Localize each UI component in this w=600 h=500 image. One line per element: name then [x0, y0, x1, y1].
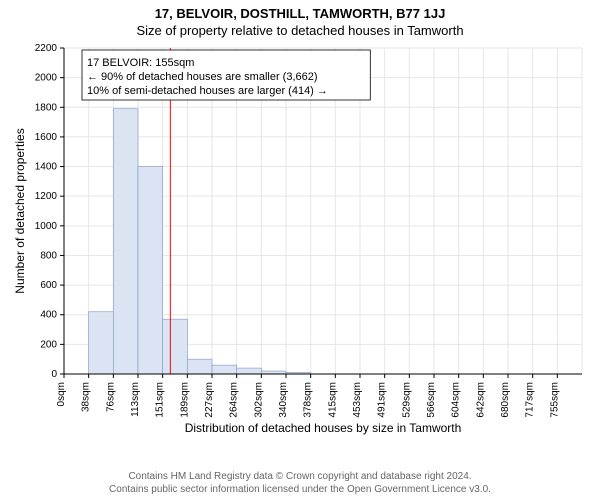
svg-text:529sqm: 529sqm — [401, 382, 412, 418]
svg-text:17 BELVOIR: 155sqm: 17 BELVOIR: 155sqm — [87, 57, 194, 69]
svg-text:0: 0 — [51, 369, 57, 380]
svg-text:604sqm: 604sqm — [451, 382, 462, 418]
svg-text:1800: 1800 — [35, 102, 58, 113]
svg-text:2200: 2200 — [35, 43, 58, 54]
svg-text:453sqm: 453sqm — [352, 382, 363, 418]
svg-text:38sqm: 38sqm — [81, 382, 92, 412]
svg-text:302sqm: 302sqm — [253, 382, 264, 418]
page-title: 17, BELVOIR, DOSTHILL, TAMWORTH, B77 1JJ — [0, 0, 600, 21]
svg-text:Distribution of detached house: Distribution of detached houses by size … — [185, 421, 462, 435]
svg-text:680sqm: 680sqm — [500, 382, 511, 418]
svg-text:378sqm: 378sqm — [303, 382, 314, 418]
svg-text:227sqm: 227sqm — [204, 382, 215, 418]
svg-text:717sqm: 717sqm — [525, 382, 536, 418]
svg-text:Number of detached properties: Number of detached properties — [13, 128, 27, 293]
footer-line-2: Contains public sector information licen… — [0, 483, 600, 496]
svg-text:566sqm: 566sqm — [426, 382, 437, 418]
histogram-chart: 0 200 400 600 800 1000 1200 1400 1600 1800 2000 220… — [8, 42, 592, 446]
svg-text:113sqm: 113sqm — [130, 382, 141, 417]
svg-text:340sqm: 340sqm — [278, 382, 289, 418]
footer-attribution: Contains HM Land Registry data © Crown c… — [0, 470, 600, 496]
svg-text:400: 400 — [40, 310, 57, 321]
svg-text:755sqm: 755sqm — [549, 382, 560, 418]
svg-text:10% of semi-detached houses ar: 10% of semi-detached houses are larger (… — [87, 85, 328, 97]
svg-text:0sqm: 0sqm — [56, 382, 67, 406]
svg-text:264sqm: 264sqm — [229, 382, 240, 418]
svg-text:800: 800 — [40, 250, 57, 261]
svg-text:← 90% of detached houses are s: ← 90% of detached houses are smaller (3,… — [87, 71, 318, 83]
svg-text:1000: 1000 — [35, 221, 58, 232]
svg-text:491sqm: 491sqm — [377, 382, 388, 418]
svg-text:200: 200 — [40, 339, 57, 350]
svg-text:1600: 1600 — [35, 132, 58, 143]
svg-text:189sqm: 189sqm — [179, 382, 190, 418]
footer-line-1: Contains HM Land Registry data © Crown c… — [0, 470, 600, 483]
svg-text:1200: 1200 — [35, 191, 58, 202]
svg-text:415sqm: 415sqm — [327, 382, 338, 418]
svg-text:2000: 2000 — [35, 73, 58, 84]
svg-text:600: 600 — [40, 280, 57, 291]
svg-text:1400: 1400 — [35, 162, 58, 173]
svg-text:76sqm: 76sqm — [105, 382, 116, 412]
svg-text:151sqm: 151sqm — [155, 382, 166, 418]
svg-text:642sqm: 642sqm — [475, 382, 486, 418]
page-subtitle: Size of property relative to detached ho… — [0, 21, 600, 42]
